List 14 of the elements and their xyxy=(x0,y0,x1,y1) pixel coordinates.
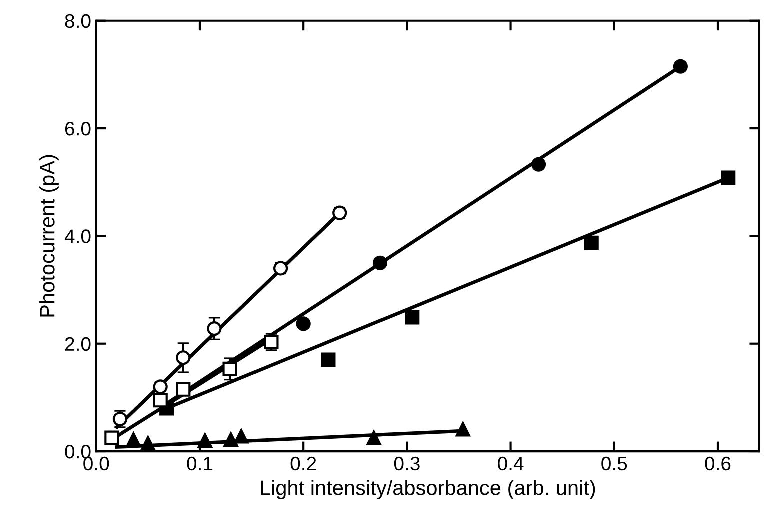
y-tick-label: 2.0 xyxy=(65,337,91,352)
y-tick-label: 8.0 xyxy=(65,14,91,28)
x-tick-label: 0.5 xyxy=(602,456,628,471)
y-axis-title: Photocurrent (pA) xyxy=(40,155,59,317)
x-tick-label: 0.0 xyxy=(84,456,110,471)
x-tick-label: 0.6 xyxy=(705,456,731,471)
x-tick-label: 0.1 xyxy=(187,456,213,471)
x-axis-title: Light intensity/absorbance (arb. unit) xyxy=(261,480,596,500)
y-tick-label: 0.0 xyxy=(65,445,91,459)
x-tick-label: 0.2 xyxy=(290,456,316,471)
x-tick-label: 0.3 xyxy=(394,456,420,471)
x-tick-label: 0.4 xyxy=(498,456,524,471)
y-tick-label: 6.0 xyxy=(65,122,91,136)
y-tick-label: 4.0 xyxy=(64,230,91,244)
